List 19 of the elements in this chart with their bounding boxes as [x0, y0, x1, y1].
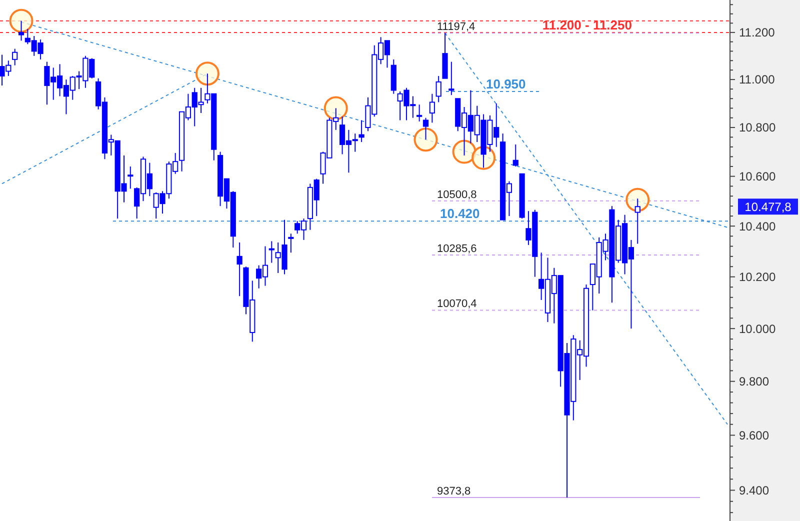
ref-line-label: 10070,4	[437, 298, 477, 310]
y-tick-label: 11.200	[739, 26, 776, 40]
ref-line-label: 10.420	[440, 206, 480, 222]
y-tick-label: 10.600	[739, 170, 776, 184]
y-tick-label: 10.000	[739, 322, 776, 336]
ref-line-label: 10285,6	[437, 242, 477, 255]
ref-line-label: 11.200 - 11.250	[542, 17, 632, 32]
y-tick-label: 10.200	[739, 270, 776, 284]
y-tick-label: 10.800	[739, 120, 776, 135]
y-tick-label: 11.000	[739, 72, 776, 87]
ref-line-label: 10.950	[486, 76, 526, 92]
y-tick-label: 10.400	[739, 219, 776, 234]
y-tick-label: 9.600	[739, 428, 770, 442]
y-tick-label: 9.800	[739, 374, 770, 389]
y-tick-label: 9.400	[739, 483, 770, 498]
ref-line-label: 11197,4	[437, 21, 476, 34]
ref-line-label: 10500,8	[437, 188, 477, 201]
ref-line-label: 9373,8	[437, 486, 471, 498]
text: 10.477,8	[744, 200, 792, 214]
